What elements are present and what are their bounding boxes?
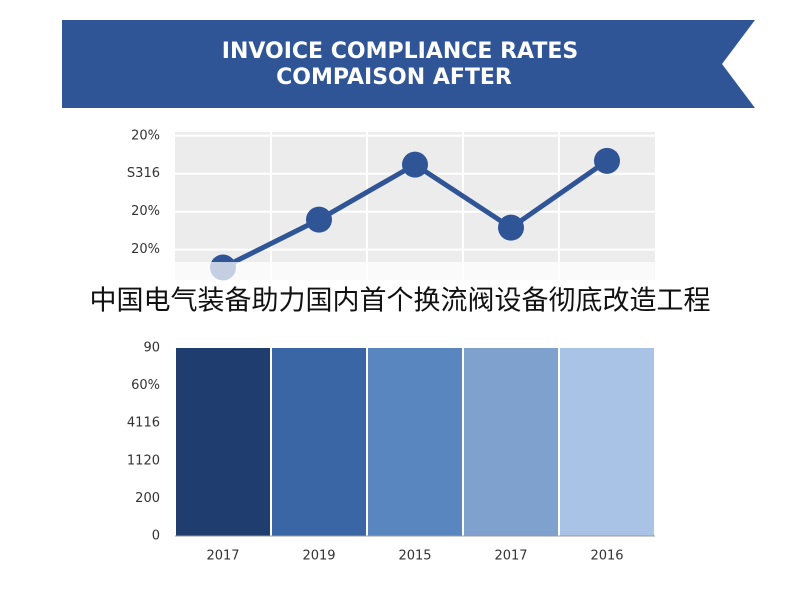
charts: 20% 20% S316 20% 0 200 1120 4116 60% 90 2017 2019 20… bbox=[127, 128, 655, 564]
point bbox=[402, 151, 428, 178]
x-tick-label: 2019 bbox=[302, 549, 335, 564]
x-tick-label: 2016 bbox=[590, 549, 623, 564]
title-banner bbox=[62, 20, 755, 108]
point bbox=[594, 147, 620, 174]
x-tick-label: 2017 bbox=[206, 549, 239, 564]
y-tick-label: 20% bbox=[131, 204, 160, 219]
x-tick-label: 2017 bbox=[494, 549, 527, 564]
y-tick-label: 60% bbox=[131, 378, 160, 393]
point bbox=[306, 206, 332, 233]
y-tick-label: 1120 bbox=[127, 453, 160, 468]
bar bbox=[176, 348, 270, 536]
overlay-text: 中国电气装备助力国内首个换流阀设备彻底改造工程 bbox=[90, 286, 711, 317]
y-tick-label: 20% bbox=[131, 242, 160, 257]
bar bbox=[560, 348, 654, 536]
bar bbox=[368, 348, 462, 536]
title-line: INVOICE COMPLIANCE RATES bbox=[222, 39, 578, 64]
y-tick-label: 0 bbox=[152, 529, 160, 544]
y-tick-label: 4116 bbox=[127, 416, 160, 431]
y-tick-label: 20% bbox=[131, 128, 160, 143]
y-tick-label: 200 bbox=[135, 491, 160, 506]
bar bbox=[272, 348, 366, 536]
point bbox=[498, 214, 524, 241]
bar bbox=[464, 348, 558, 536]
title-line: COMPAISON AFTER bbox=[276, 65, 512, 90]
x-tick-label: 2015 bbox=[398, 549, 431, 564]
y-tick-label: S316 bbox=[127, 166, 160, 181]
y-tick-label: 90 bbox=[143, 341, 160, 356]
overlay-band bbox=[0, 262, 800, 330]
